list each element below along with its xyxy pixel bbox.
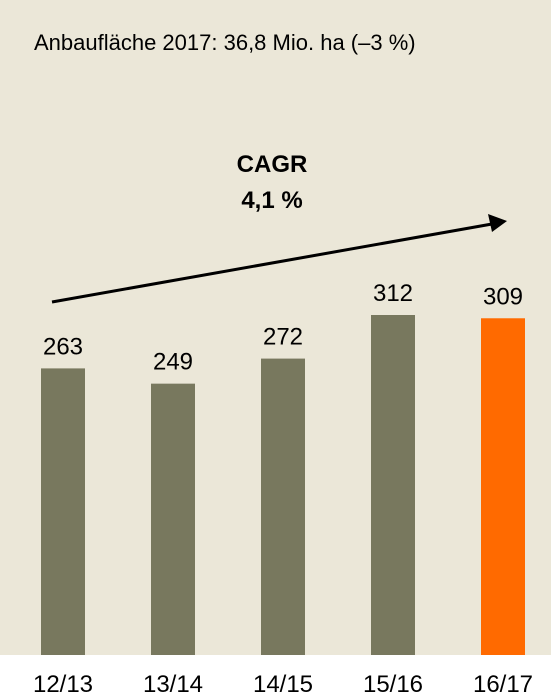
cagr-value: 4,1 % bbox=[241, 187, 302, 214]
x-axis-tick-label: 16/17 bbox=[473, 671, 533, 698]
bar-value-label: 263 bbox=[43, 333, 83, 360]
trend-arrow-head bbox=[488, 214, 507, 232]
bars-group bbox=[41, 315, 525, 655]
bar-13-14 bbox=[151, 383, 195, 655]
trend-arrow bbox=[51, 222, 493, 304]
x-axis-tick-label: 15/16 bbox=[363, 671, 423, 698]
chart-subtitle: Anbaufläche 2017: 36,8 Mio. ha (–3 %) bbox=[34, 30, 416, 55]
bar-value-label: 272 bbox=[263, 324, 303, 351]
x-axis-tick-label: 14/15 bbox=[253, 671, 313, 698]
value-labels-group: 263 249 272 312 309 bbox=[43, 280, 523, 376]
bar-value-label: 312 bbox=[373, 280, 413, 307]
bar-14-15 bbox=[261, 358, 305, 655]
x-axis-tick-label: 13/14 bbox=[143, 671, 203, 698]
cagr-label: CAGR bbox=[237, 151, 308, 178]
x-axis-tick-label: 12/13 bbox=[33, 671, 93, 698]
x-axis-tick-labels: 12/13 13/14 14/15 15/16 16/17 bbox=[33, 671, 533, 698]
bar-16-17 bbox=[481, 318, 525, 655]
bar-value-label: 309 bbox=[483, 283, 523, 310]
bar-value-label: 249 bbox=[153, 349, 193, 376]
bar-12-13 bbox=[41, 368, 85, 655]
bar-15-16 bbox=[371, 315, 415, 655]
